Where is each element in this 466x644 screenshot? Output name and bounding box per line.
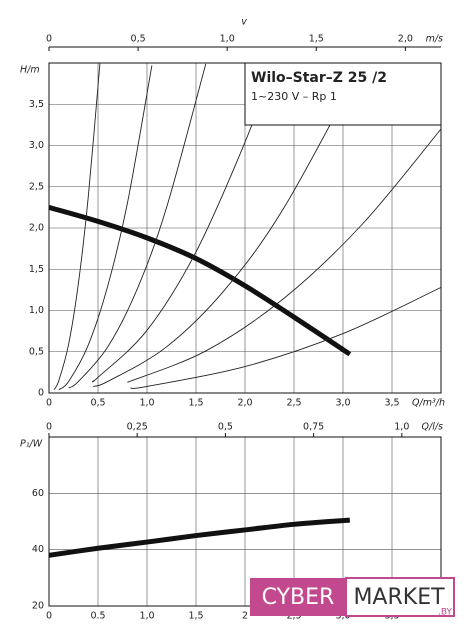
curve bbox=[92, 62, 275, 383]
y-tick-label: 3,5 bbox=[29, 99, 44, 110]
legend-box bbox=[244, 62, 442, 126]
y-tick-label: 2,5 bbox=[29, 181, 44, 192]
watermark-box bbox=[250, 578, 346, 616]
l-s-tick-label: 0 bbox=[46, 422, 52, 433]
x-tick-label: 3,5 bbox=[384, 398, 399, 409]
x-tick-label: 0 bbox=[46, 398, 52, 409]
x-tick-label: 2,0 bbox=[237, 398, 252, 409]
y-tick-label: 0 bbox=[38, 388, 44, 399]
y-tick-label: 60 bbox=[32, 488, 44, 499]
x-tick-label: 1,0 bbox=[139, 611, 154, 622]
y-tick-label: 1,5 bbox=[29, 264, 44, 275]
x-tick-label: 2,5 bbox=[286, 398, 301, 409]
x-tick-label: 0,5 bbox=[90, 398, 105, 409]
top-axis-label: m/s bbox=[426, 34, 443, 45]
curve bbox=[48, 517, 351, 558]
l-s-tick-label: 1,0 bbox=[394, 422, 409, 433]
y-axis-label: P₁/W bbox=[20, 439, 43, 450]
watermark-text: CYBER bbox=[262, 585, 335, 610]
y-tick-label: 1,0 bbox=[29, 305, 44, 316]
curve bbox=[53, 62, 101, 390]
chart-title: Wilo–Star–Z 25 /2 bbox=[251, 70, 387, 86]
y-tick-label: 2,0 bbox=[29, 223, 44, 234]
x-tick-label: 3,0 bbox=[335, 398, 350, 409]
curve bbox=[92, 63, 363, 387]
l-s-tick-label: 0,25 bbox=[127, 422, 148, 433]
top-axis-name: v bbox=[241, 17, 247, 28]
x-tick-label: 1,5 bbox=[188, 398, 203, 409]
watermark-box bbox=[345, 577, 455, 617]
y-axis-label: H/m bbox=[20, 65, 40, 76]
y-tick-label: 20 bbox=[32, 601, 44, 612]
x-axis-label: Q/m³/h bbox=[412, 398, 445, 409]
l-s-tick-label: 0,75 bbox=[303, 422, 324, 433]
curve bbox=[130, 286, 442, 389]
x-tick-label: 2 bbox=[242, 611, 248, 622]
curve bbox=[58, 65, 153, 391]
l-s-axis-label: Q/l/s bbox=[422, 422, 444, 433]
top-tick-label: 0,5 bbox=[131, 34, 146, 45]
top-tick-label: 1,0 bbox=[220, 34, 235, 45]
y-tick-label: 0,5 bbox=[29, 346, 44, 357]
x-tick-label: 1,0 bbox=[139, 398, 154, 409]
top-tick-label: 0 bbox=[46, 34, 52, 45]
l-s-tick-label: 0,5 bbox=[218, 422, 233, 433]
top-tick-label: 2,0 bbox=[398, 34, 413, 45]
x-tick-label: 0.5 bbox=[90, 611, 105, 622]
watermark-text: .BY bbox=[438, 608, 453, 618]
x-tick-label: 1,5 bbox=[188, 611, 203, 622]
x-tick-label: 0 bbox=[46, 611, 52, 622]
curve bbox=[48, 204, 352, 357]
y-tick-label: 40 bbox=[32, 544, 44, 555]
y-tick-label: 3,0 bbox=[29, 140, 44, 151]
curve bbox=[127, 128, 442, 383]
watermark: CYBER MARKET.BY bbox=[250, 577, 455, 618]
watermark-text: MARKET bbox=[353, 585, 445, 610]
curve bbox=[68, 63, 207, 389]
top-tick-label: 1,5 bbox=[309, 34, 324, 45]
chart-subtitle: 1~230 V – Rp 1 bbox=[251, 90, 337, 103]
plot-frame bbox=[48, 436, 442, 607]
